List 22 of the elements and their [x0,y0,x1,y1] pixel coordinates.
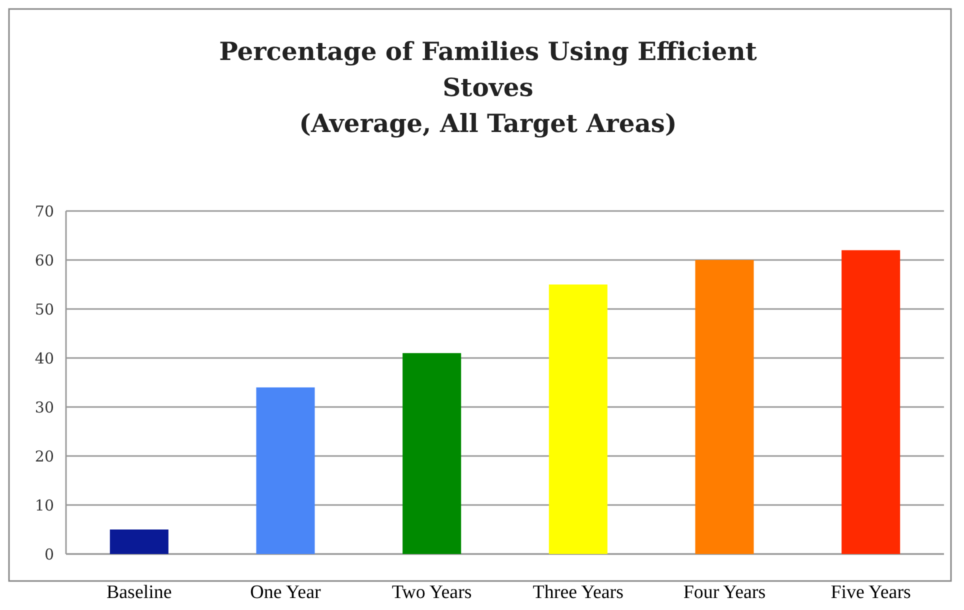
bar [842,250,900,554]
bar [548,284,608,554]
x-tick-label: Three Years [532,582,624,603]
x-tick-label: Four Years [683,582,766,603]
y-tick-label: 40 [34,349,54,368]
bar [402,353,462,554]
y-tick-label: 70 [34,202,54,220]
bar [695,260,754,554]
bar [110,530,168,554]
y-tick-label: 60 [34,251,54,270]
bar [256,387,315,554]
x-tick-label: Five Years [830,582,911,603]
x-tick-label: Two Years [392,582,472,603]
x-tick-label: One Year [250,582,322,603]
y-tick-label: 20 [34,447,54,466]
chart-title: Percentage of Families Using Efficient Stoves [219,37,758,102]
y-tick-label: 30 [34,398,54,416]
y-tick-label: 10 [34,496,54,514]
chart-subtitle: (Average, All Target Areas) [299,109,677,138]
y-tick-label: 50 [34,300,54,318]
y-tick-label: 0 [44,545,54,564]
x-tick-label: Baseline [106,582,172,603]
